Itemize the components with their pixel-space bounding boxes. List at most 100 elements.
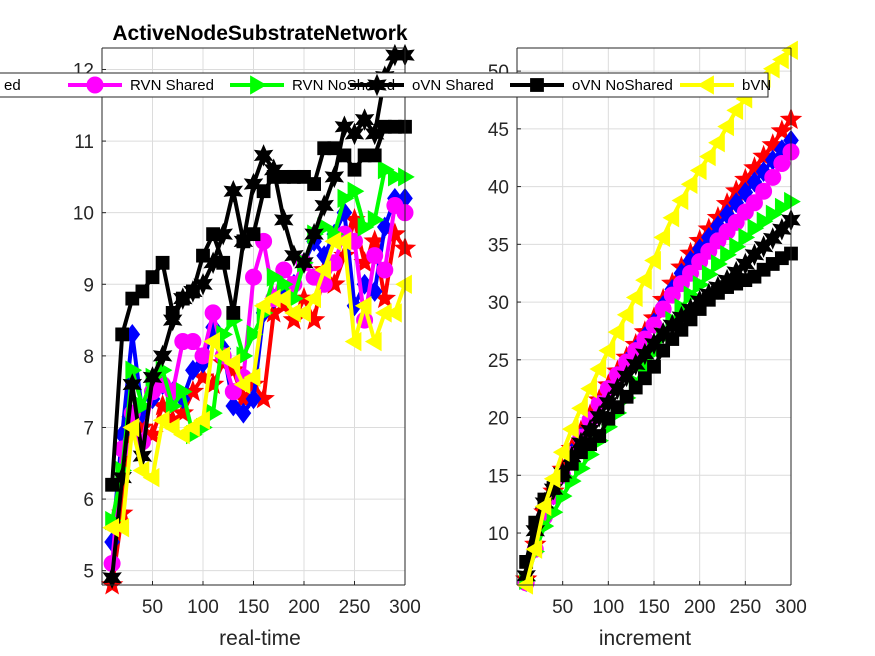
right-y-tick-label: 45 bbox=[488, 120, 509, 141]
left-series-2-point bbox=[224, 383, 242, 401]
right-series-2-point bbox=[745, 194, 763, 212]
left-series-6-point bbox=[385, 303, 402, 323]
right-series-2-point bbox=[764, 168, 782, 186]
legend-entries: ed RVN Shared RVN NoShared oVN Shared oVN No… bbox=[4, 73, 771, 97]
right-series-3-point bbox=[738, 227, 756, 248]
right-series-6-point bbox=[689, 160, 707, 181]
left-series-5-point bbox=[135, 284, 150, 299]
left-series-6-point bbox=[243, 367, 261, 388]
left-series-2-point bbox=[376, 261, 394, 279]
left-series-5-point bbox=[337, 148, 352, 163]
left-series-group bbox=[100, 43, 417, 595]
left-y-tick-label: 9 bbox=[83, 275, 94, 296]
right-y-tick-label: 20 bbox=[488, 409, 509, 430]
left-series-1-point bbox=[185, 359, 201, 381]
left-series-3-point bbox=[266, 267, 284, 287]
right-series-3-point bbox=[683, 285, 701, 305]
right-series-6-point bbox=[571, 398, 588, 418]
left-series-5-point bbox=[105, 477, 119, 492]
left-series-4-point bbox=[243, 172, 264, 196]
right-series-5-point bbox=[592, 429, 607, 443]
left-series-6-point bbox=[223, 353, 241, 373]
right-series-3-point bbox=[701, 264, 719, 285]
right-series-6-point bbox=[717, 116, 734, 137]
left-series-5-point bbox=[256, 184, 271, 199]
left-y-tick-label: 10 bbox=[73, 204, 94, 225]
left-series-4-point bbox=[253, 144, 274, 167]
left-series-4-point bbox=[314, 194, 334, 217]
left-series-1-point bbox=[245, 388, 262, 410]
left-series-6-point bbox=[334, 231, 352, 251]
right-series-6-point bbox=[543, 469, 561, 489]
left-series-4-point bbox=[102, 566, 122, 590]
left-series-3-point bbox=[388, 167, 405, 187]
right-series-5-point bbox=[637, 371, 652, 386]
left-series-1-point bbox=[376, 216, 393, 238]
legend-marker bbox=[697, 75, 714, 95]
right-series-3-point bbox=[774, 197, 792, 218]
left-x-tick-label: 200 bbox=[288, 597, 320, 618]
right-series-6-point bbox=[635, 270, 652, 290]
right-series-5-point bbox=[674, 322, 689, 337]
right-series-6-point bbox=[598, 340, 616, 361]
legend-marker bbox=[367, 73, 387, 97]
left-series-5-point bbox=[155, 255, 170, 270]
left-series-4-point bbox=[274, 208, 294, 232]
left-series-6-point bbox=[213, 346, 231, 366]
left-series-2-point bbox=[184, 333, 202, 351]
right-x-tick-label: 300 bbox=[775, 597, 807, 618]
left-series-3-point bbox=[246, 324, 264, 345]
right-y-tick-label: 25 bbox=[488, 351, 509, 372]
right-series-6-point bbox=[726, 100, 744, 121]
right-series-6-point bbox=[653, 227, 671, 248]
right-series-5-point bbox=[656, 343, 671, 358]
right-series-3-point bbox=[747, 218, 765, 238]
left-series-4-point bbox=[294, 251, 314, 275]
left-series-5-point bbox=[307, 177, 322, 191]
legend-entry: bVN bbox=[680, 75, 771, 95]
right-series-2-point bbox=[663, 286, 681, 304]
left-series-4-point bbox=[304, 222, 324, 246]
left-series-2-point bbox=[275, 261, 293, 279]
left-series-4-point bbox=[324, 165, 345, 189]
legend-label: bVN bbox=[742, 77, 771, 94]
left-series-5-point bbox=[347, 162, 362, 177]
left-series-4-point bbox=[152, 344, 173, 368]
left-series-5-point bbox=[246, 227, 261, 242]
legend-label: RVN Shared bbox=[130, 77, 214, 94]
right-series-6-point bbox=[662, 208, 680, 228]
left-x-tick-label: 50 bbox=[142, 597, 163, 618]
left-series-4-point bbox=[284, 244, 304, 267]
right-series-6-point bbox=[671, 190, 689, 211]
right-series-6-point bbox=[699, 146, 716, 167]
left-series-6-point bbox=[152, 410, 170, 430]
right-series-2-point bbox=[755, 182, 773, 200]
right-series-0-point bbox=[770, 119, 794, 141]
right-series-6-point bbox=[625, 287, 643, 308]
left-series-3-point bbox=[276, 274, 294, 294]
left-series-4-point bbox=[162, 308, 183, 332]
left-series-5-point bbox=[367, 148, 382, 163]
right-series-3-point bbox=[765, 204, 783, 224]
left-series-6-point bbox=[173, 424, 190, 445]
legend-label: oVN NoShared bbox=[572, 77, 673, 94]
right-series-6-point bbox=[616, 305, 634, 325]
left-series-5-point bbox=[216, 255, 231, 270]
left-series-3-point bbox=[337, 188, 355, 209]
left-x-tick-label: 150 bbox=[238, 597, 270, 618]
left-series-6-point bbox=[274, 288, 291, 309]
right-series-6-point bbox=[708, 133, 725, 153]
right-series-1-point bbox=[755, 161, 772, 183]
legend-entry: ed bbox=[4, 77, 21, 94]
left-series-6-point bbox=[344, 331, 362, 352]
right-x-tick-label: 150 bbox=[638, 597, 670, 618]
left-series-6-point bbox=[395, 274, 412, 294]
left-series-3-point bbox=[125, 360, 143, 380]
left-series-6-point bbox=[142, 467, 160, 488]
right-series-1-point bbox=[728, 192, 745, 214]
right-x-tick-label: 50 bbox=[552, 597, 573, 618]
legend-entry: oVN Shared bbox=[350, 73, 494, 97]
left-x-axis-label: real-time bbox=[219, 627, 301, 650]
left-series-4-point bbox=[142, 366, 163, 389]
